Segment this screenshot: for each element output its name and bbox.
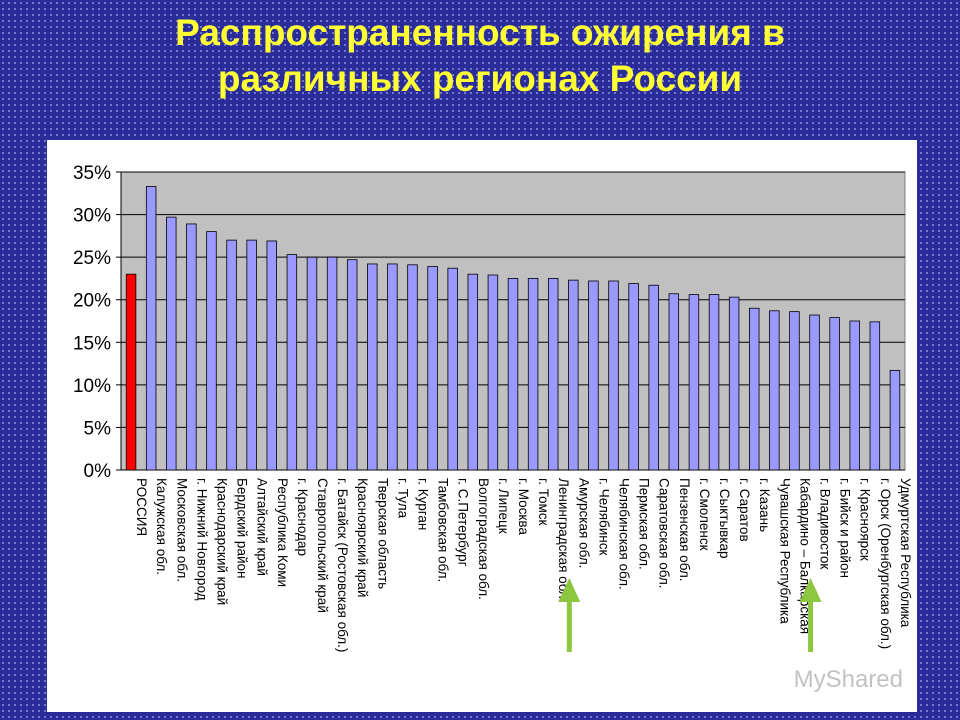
x-tick-label: Чувашская Республика bbox=[777, 478, 792, 624]
x-tick-label: Пензенская обл. bbox=[677, 478, 692, 581]
y-tick-label: 20% bbox=[73, 291, 111, 312]
x-tick-label: Бердский район bbox=[235, 478, 250, 578]
bar-38 bbox=[869, 321, 881, 471]
title-line-1: Распространенность ожирения в bbox=[175, 12, 785, 53]
bar-30 bbox=[708, 294, 720, 471]
x-tick-label: г. Челябинск bbox=[596, 478, 611, 556]
x-tick-label: Волгоградская обл. bbox=[476, 478, 491, 600]
x-tick-label: г. Нижний Новгород bbox=[194, 478, 209, 601]
title-line-2: различных регионах России bbox=[217, 58, 743, 99]
bar-3 bbox=[166, 216, 177, 471]
arrows bbox=[558, 578, 822, 652]
bar-10 bbox=[306, 256, 318, 471]
x-tick-label: г. Липецк bbox=[496, 478, 511, 534]
x-axis-labels: РОССИЯ Калужская обл. Московская обл. г. Ни… bbox=[134, 478, 913, 652]
x-tick-label: Амурская обл. bbox=[576, 478, 591, 568]
bar-7 bbox=[246, 239, 257, 471]
x-tick-label: г. Сыктывкар bbox=[717, 478, 732, 559]
x-tick-label: Республика Коми bbox=[275, 478, 290, 587]
x-tick-label: г. Батайск (Ростовская обл.) bbox=[335, 478, 350, 652]
bar-32 bbox=[749, 307, 760, 471]
bar-27 bbox=[648, 284, 659, 471]
y-tick-label: 10% bbox=[73, 376, 111, 397]
x-tick-label: г. Казань bbox=[757, 478, 772, 532]
x-tick-label: г. Саратов bbox=[737, 478, 752, 542]
bar-4 bbox=[186, 223, 197, 471]
x-tick-label: г. Владивосток bbox=[818, 478, 833, 569]
x-tick-label: Саратовская обл. bbox=[657, 478, 672, 588]
bar-9 bbox=[286, 254, 298, 471]
bar-31 bbox=[728, 296, 740, 471]
x-tick-label: Красноярский край bbox=[355, 478, 370, 597]
y-tick-label: 0% bbox=[84, 461, 112, 482]
bar-24 bbox=[588, 280, 599, 471]
x-tick-label: Калужская обл. bbox=[154, 478, 169, 575]
bar-22 bbox=[547, 278, 559, 471]
y-axis: 0% 5% 10% 15% 20% 25% 30% 35% bbox=[73, 163, 905, 482]
x-tick-label: Тамбовская обл. bbox=[436, 478, 451, 582]
bar-28 bbox=[668, 293, 680, 471]
watermark: MyShared bbox=[793, 666, 903, 693]
bar-15 bbox=[407, 264, 418, 471]
x-tick-label: г. Курган bbox=[415, 478, 430, 530]
chart-panel: 0% 5% 10% 15% 20% 25% 30% 35% РОССИЯ Калужская о… bbox=[47, 140, 917, 712]
bar-20 bbox=[507, 278, 519, 471]
bar-19 bbox=[487, 274, 499, 471]
bar-33 bbox=[769, 310, 780, 471]
bar-37 bbox=[849, 320, 860, 471]
x-tick-label: Удмуртская Республика bbox=[898, 478, 913, 628]
bar-23 bbox=[568, 279, 579, 471]
x-tick-label: г. С.Петербург bbox=[456, 478, 471, 567]
bar-6 bbox=[226, 239, 237, 471]
bar-2 bbox=[145, 186, 157, 471]
x-tick-label: г. Краснодар bbox=[295, 478, 310, 556]
y-tick-label: 25% bbox=[73, 248, 111, 269]
up-arrow-1-icon bbox=[558, 578, 581, 652]
x-tick-label: Ставропольский край bbox=[315, 478, 330, 613]
x-tick-label: Алтайский край bbox=[255, 478, 270, 576]
y-tick-label: 30% bbox=[73, 206, 111, 227]
bar-21 bbox=[527, 278, 539, 471]
bar-26 bbox=[628, 283, 639, 471]
bar-39 bbox=[889, 369, 901, 471]
bar-25 bbox=[608, 280, 619, 471]
bar-8 bbox=[266, 240, 277, 471]
x-tick-label: г. Тула bbox=[395, 478, 410, 519]
x-tick-label: Пермская обл. bbox=[637, 478, 652, 570]
bar-1 bbox=[125, 273, 137, 471]
x-tick-label: Краснодарский край bbox=[214, 478, 229, 605]
x-tick-label: г. Томск bbox=[536, 478, 551, 526]
x-tick-label: г. Орск (Оренбургская обл.) bbox=[878, 478, 893, 649]
bar-11 bbox=[326, 256, 338, 471]
x-tick-label: г. Бийск и район bbox=[838, 478, 853, 578]
bar-17 bbox=[447, 267, 458, 471]
bar-5 bbox=[206, 231, 217, 471]
bar-13 bbox=[367, 263, 378, 471]
y-tick-label: 5% bbox=[84, 418, 112, 439]
x-tick-label: г. Москва bbox=[516, 478, 531, 535]
x-tick-label: Ленинградская обл. bbox=[556, 478, 571, 602]
slide-title: Распространенность ожирения в различных … bbox=[0, 10, 960, 102]
y-tick-label: 15% bbox=[73, 333, 111, 354]
x-tick-label: г. Смоленск bbox=[697, 478, 712, 551]
up-arrow-2-icon bbox=[799, 578, 822, 652]
bar-12 bbox=[346, 259, 358, 471]
x-tick-label: Московская обл. bbox=[174, 478, 189, 582]
bar-16 bbox=[427, 266, 438, 471]
x-tick-label: РОССИЯ bbox=[134, 478, 149, 536]
bar-29 bbox=[688, 294, 700, 471]
bar-chart: 0% 5% 10% 15% 20% 25% 30% 35% РОССИЯ Калужская о… bbox=[73, 163, 913, 652]
bar-34 bbox=[789, 311, 800, 471]
bars bbox=[125, 186, 901, 471]
bar-18 bbox=[467, 273, 479, 471]
x-tick-label: г. Красноярск bbox=[858, 478, 873, 561]
bar-36 bbox=[829, 317, 840, 471]
y-tick-label: 35% bbox=[73, 163, 111, 184]
x-tick-label: Челябинская обл. bbox=[617, 478, 632, 590]
bar-14 bbox=[387, 263, 398, 471]
x-tick-label: Тверская область bbox=[375, 478, 390, 589]
bar-35 bbox=[809, 314, 820, 471]
